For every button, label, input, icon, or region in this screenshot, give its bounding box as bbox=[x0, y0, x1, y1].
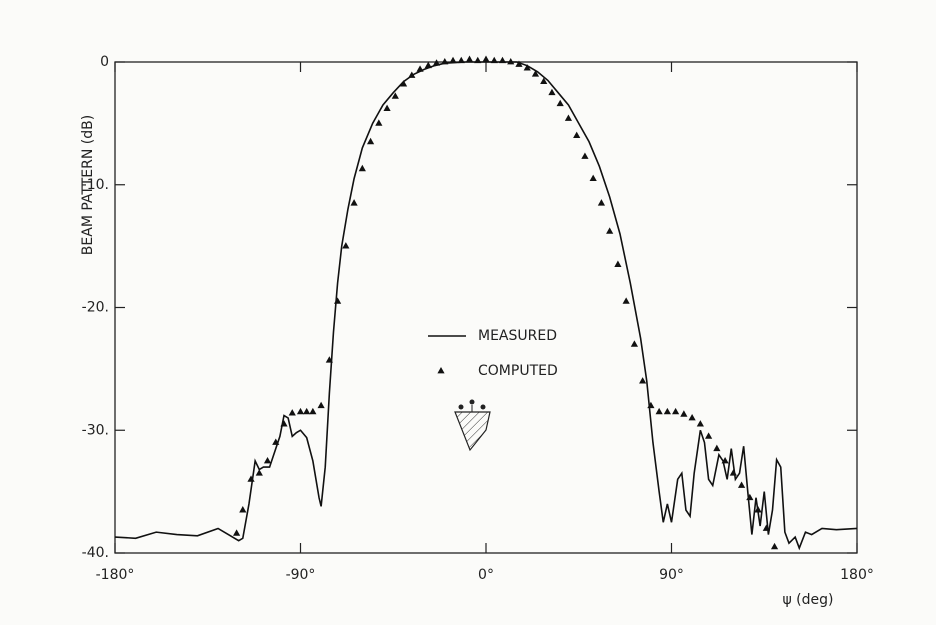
computed-marker bbox=[523, 64, 531, 71]
computed-marker bbox=[424, 61, 432, 69]
antenna-icon bbox=[454, 399, 491, 452]
computed-marker bbox=[358, 164, 366, 172]
computed-marker bbox=[680, 410, 688, 417]
plot-frame bbox=[114, 61, 858, 554]
computed-marker bbox=[762, 524, 770, 531]
computed-marker bbox=[334, 297, 342, 304]
computed-marker bbox=[432, 59, 441, 66]
x-tick-label: -90° bbox=[286, 567, 316, 583]
computed-marker bbox=[729, 469, 737, 476]
computed-marker bbox=[441, 58, 449, 65]
computed-marker bbox=[498, 56, 507, 64]
computed-marker bbox=[391, 92, 399, 99]
computed-marker bbox=[239, 506, 247, 513]
measured-line bbox=[114, 61, 858, 551]
computed-marker bbox=[581, 152, 589, 159]
computed-marker bbox=[639, 377, 647, 384]
computed-marker bbox=[754, 506, 762, 513]
computed-marker bbox=[325, 356, 333, 363]
computed-marker bbox=[399, 80, 408, 87]
legend-label: COMPUTED bbox=[478, 363, 558, 379]
computed-marker bbox=[408, 71, 416, 78]
x-tick-label: -180° bbox=[96, 567, 135, 583]
computed-marker bbox=[449, 56, 457, 64]
computed-marker bbox=[597, 199, 606, 206]
computed-marker bbox=[647, 401, 655, 409]
y-tick-label: -20. bbox=[82, 300, 109, 316]
computed-marker bbox=[490, 56, 498, 64]
y-axis-label: BEAM PATTERN (dB) bbox=[80, 115, 96, 255]
computed-marker bbox=[383, 104, 391, 112]
computed-marker bbox=[573, 131, 581, 139]
computed-marker bbox=[622, 297, 630, 304]
x-tick-label: 0° bbox=[478, 567, 494, 583]
x-tick-label: 90° bbox=[659, 567, 684, 583]
computed-marker bbox=[606, 227, 614, 234]
computed-marker bbox=[696, 420, 704, 427]
computed-marker bbox=[737, 481, 746, 488]
computed-marker bbox=[721, 456, 729, 464]
computed-marker bbox=[263, 456, 272, 464]
computed-marker bbox=[672, 407, 680, 415]
computed-marker bbox=[272, 438, 280, 445]
computed-marker bbox=[564, 114, 573, 121]
computed-marker bbox=[746, 493, 754, 501]
computed-marker bbox=[366, 137, 375, 145]
computed-marker bbox=[589, 174, 597, 182]
computed-marker bbox=[296, 407, 305, 415]
computed-marker bbox=[317, 401, 325, 409]
computed-marker bbox=[614, 260, 622, 267]
computed-marker bbox=[688, 413, 696, 421]
computed-marker bbox=[531, 70, 540, 77]
y-tick-label: -40. bbox=[82, 545, 109, 561]
computed-marker bbox=[350, 199, 358, 206]
computed-marker bbox=[630, 340, 638, 347]
computed-marker bbox=[713, 444, 721, 452]
legend-label: MEASURED bbox=[478, 328, 557, 344]
y-tick-label: 0 bbox=[100, 54, 109, 70]
computed-marker bbox=[255, 469, 263, 476]
computed-marker bbox=[507, 58, 515, 65]
computed-marker bbox=[416, 65, 424, 72]
legend-marker bbox=[437, 367, 445, 374]
computed-marker bbox=[342, 242, 350, 249]
computed-marker bbox=[280, 420, 288, 427]
computed-marker bbox=[655, 407, 663, 415]
computed-marker bbox=[375, 119, 383, 126]
computed-marker bbox=[770, 542, 779, 550]
computed-marker bbox=[663, 407, 671, 415]
computed-marker bbox=[705, 432, 713, 439]
computed-marker bbox=[482, 55, 490, 62]
computed-marker bbox=[556, 99, 564, 107]
y-tick-label: -10. bbox=[82, 177, 109, 193]
computed-marker bbox=[309, 407, 317, 415]
computed-marker bbox=[303, 407, 311, 415]
computed-marker bbox=[247, 475, 255, 482]
computed-marker bbox=[515, 60, 523, 67]
x-axis-label: ψ (deg) bbox=[783, 592, 834, 608]
x-tick-label: 180° bbox=[840, 567, 874, 583]
computed-marker bbox=[288, 409, 296, 416]
y-tick-label: -30. bbox=[82, 422, 109, 438]
computed-marker bbox=[474, 56, 482, 64]
computed-marker bbox=[540, 77, 548, 85]
computed-marker bbox=[465, 55, 474, 62]
computed-marker bbox=[457, 56, 465, 64]
computed-marker bbox=[548, 88, 556, 96]
computed-marker bbox=[233, 529, 241, 536]
